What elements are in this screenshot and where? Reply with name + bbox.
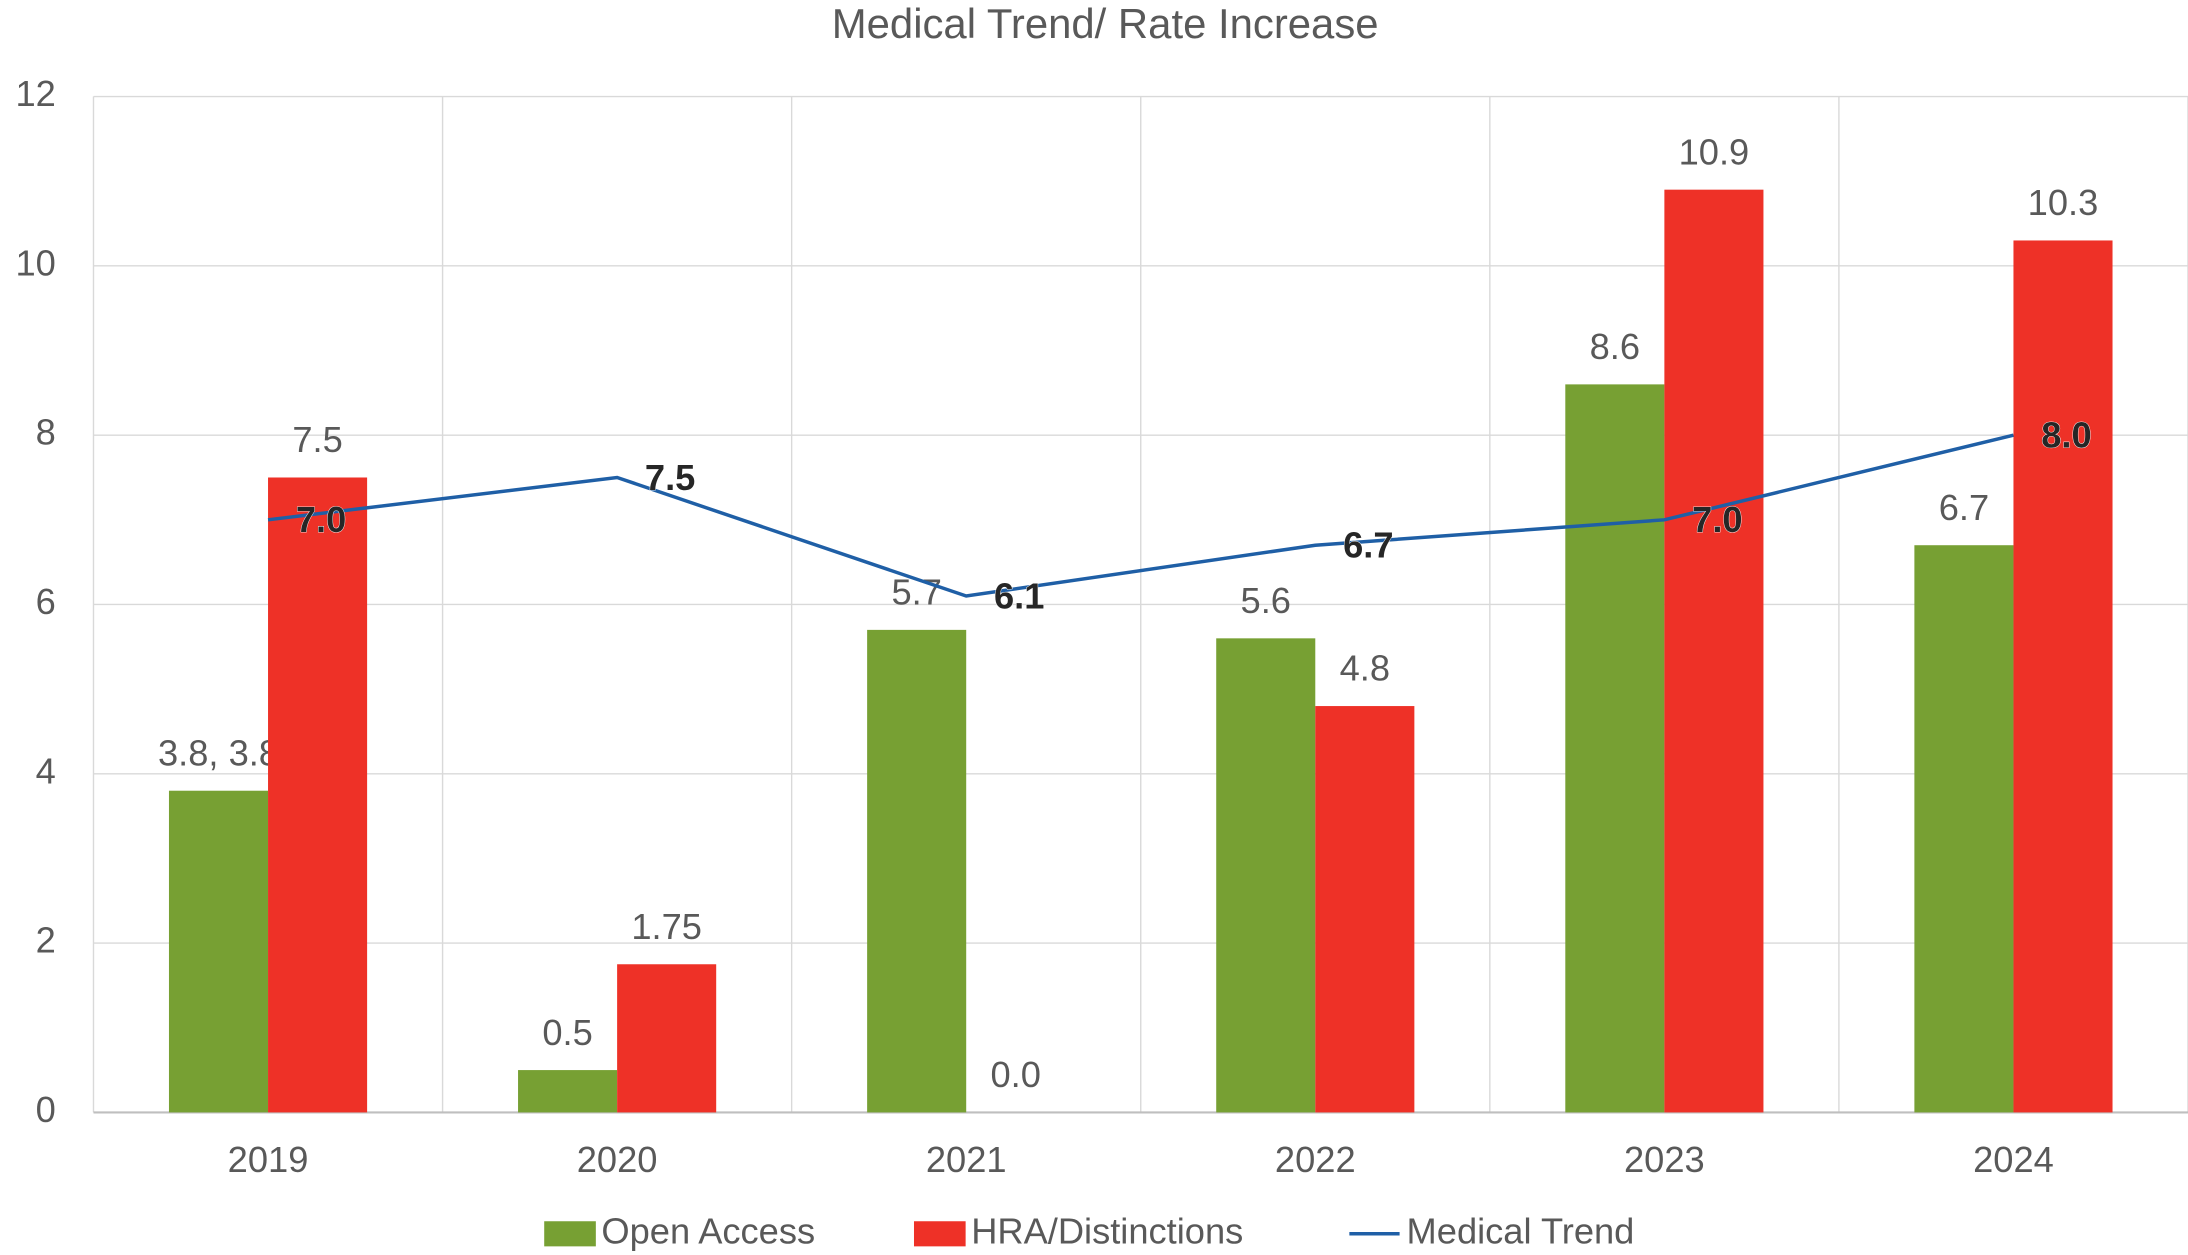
legend-swatch xyxy=(913,1221,966,1247)
y-tick-label: 2 xyxy=(36,920,56,961)
data-label: 10.3 xyxy=(2028,182,2099,223)
data-label: 8.6 xyxy=(1590,326,1640,367)
data-label: 6.7 xyxy=(1939,487,1989,528)
legend-label: Medical Trend xyxy=(1407,1210,1635,1251)
y-tick-label: 10 xyxy=(15,242,55,283)
line-data-label: 7.5 xyxy=(645,457,695,498)
x-tick-label: 2019 xyxy=(228,1139,309,1180)
line-data-label: 8.0 xyxy=(2041,415,2091,456)
line-data-label: 7.0 xyxy=(296,499,346,540)
y-tick-label: 0 xyxy=(36,1089,56,1130)
y-tick-label: 4 xyxy=(36,750,56,791)
data-label: 0.5 xyxy=(542,1012,592,1053)
data-label: 0.0 xyxy=(991,1054,1041,1095)
bar xyxy=(1315,706,1415,1113)
chart-title: Medical Trend/ Rate Increase xyxy=(832,0,1379,47)
bar xyxy=(2013,240,2113,1113)
x-tick-label: 2024 xyxy=(1973,1139,2054,1180)
data-label: 4.8 xyxy=(1340,648,1390,689)
line-data-label: 7.0 xyxy=(1692,499,1742,540)
bar xyxy=(1914,545,2014,1113)
x-tick-label: 2022 xyxy=(1275,1139,1356,1180)
bar xyxy=(168,790,269,1113)
data-label: 10.9 xyxy=(1679,131,1750,172)
legend-label: HRA/Distinctions xyxy=(971,1210,1243,1251)
bar xyxy=(268,477,368,1113)
y-tick-label: 6 xyxy=(36,581,56,622)
line-data-label: 6.7 xyxy=(1343,525,1393,566)
x-tick-label: 2020 xyxy=(577,1139,658,1180)
data-label: 5.6 xyxy=(1241,580,1291,621)
data-label: 1.75 xyxy=(631,906,702,947)
bar xyxy=(1664,189,1764,1113)
data-label: 3.8, 3.8 xyxy=(158,732,279,773)
bar xyxy=(617,964,717,1113)
x-tick-label: 2023 xyxy=(1624,1139,1705,1180)
line xyxy=(267,433,2014,598)
y-tick-label: 8 xyxy=(36,412,56,453)
line-data-label: 6.1 xyxy=(994,575,1044,616)
bar xyxy=(1565,384,1665,1113)
bar xyxy=(867,629,967,1113)
data-label: 7.5 xyxy=(292,419,342,460)
legend-label: Open Access xyxy=(601,1210,815,1251)
x-tick-label: 2021 xyxy=(926,1139,1007,1180)
y-tick-label: 12 xyxy=(15,73,55,114)
legend-swatch xyxy=(544,1221,596,1247)
bar xyxy=(518,1070,618,1113)
bar xyxy=(1216,638,1316,1113)
